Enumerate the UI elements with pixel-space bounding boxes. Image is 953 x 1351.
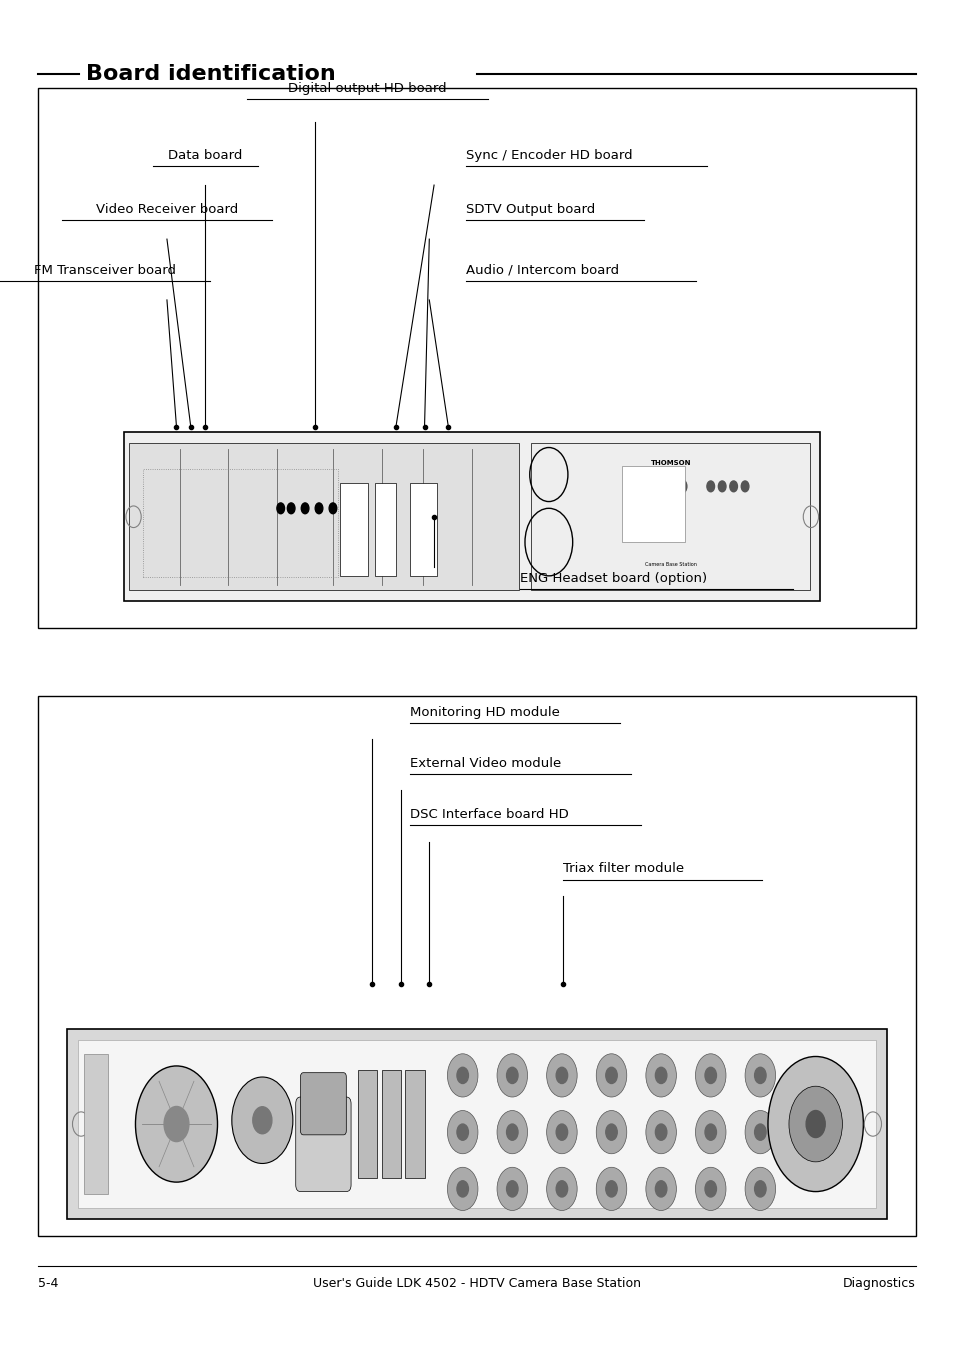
Text: Audio / Intercom board: Audio / Intercom board	[465, 263, 618, 277]
Circle shape	[754, 1181, 765, 1197]
Circle shape	[596, 1111, 626, 1154]
Text: Board identification: Board identification	[86, 65, 335, 84]
Text: Video Receiver board: Video Receiver board	[95, 203, 238, 216]
Circle shape	[546, 1111, 577, 1154]
Circle shape	[655, 1124, 666, 1140]
Text: Triax filter module: Triax filter module	[562, 862, 683, 875]
Text: THOMSON: THOMSON	[650, 459, 690, 466]
Circle shape	[447, 1167, 477, 1210]
Circle shape	[695, 1054, 725, 1097]
Circle shape	[695, 1167, 725, 1210]
Circle shape	[718, 481, 725, 492]
Text: External Video module: External Video module	[410, 757, 561, 770]
Text: 5-4: 5-4	[38, 1277, 58, 1290]
Bar	[409, 482, 436, 576]
Circle shape	[497, 1167, 527, 1210]
Circle shape	[662, 480, 672, 493]
Circle shape	[546, 1167, 577, 1210]
Bar	[357, 1070, 376, 1178]
Circle shape	[596, 1054, 626, 1097]
Text: SDTV Output board: SDTV Output board	[465, 203, 594, 216]
Circle shape	[456, 1067, 468, 1084]
Circle shape	[704, 1067, 716, 1084]
Text: Diagnostics: Diagnostics	[842, 1277, 915, 1290]
Circle shape	[546, 1054, 577, 1097]
Circle shape	[729, 481, 737, 492]
Circle shape	[648, 480, 658, 493]
Circle shape	[744, 1111, 775, 1154]
Circle shape	[645, 1054, 676, 1097]
Circle shape	[556, 1067, 567, 1084]
Circle shape	[447, 1054, 477, 1097]
Bar	[38, 88, 915, 628]
Circle shape	[506, 1067, 517, 1084]
Circle shape	[506, 1181, 517, 1197]
Bar	[375, 482, 395, 576]
Circle shape	[605, 1067, 617, 1084]
Circle shape	[497, 1111, 527, 1154]
Bar	[339, 482, 368, 576]
Circle shape	[253, 1106, 272, 1133]
Bar	[129, 443, 518, 590]
Circle shape	[645, 1111, 676, 1154]
Circle shape	[556, 1124, 567, 1140]
Circle shape	[704, 1124, 716, 1140]
Circle shape	[767, 1056, 862, 1192]
Circle shape	[164, 1106, 189, 1142]
Bar	[381, 1070, 400, 1178]
Circle shape	[706, 481, 714, 492]
Circle shape	[740, 481, 748, 492]
Circle shape	[805, 1111, 824, 1138]
Circle shape	[596, 1167, 626, 1210]
Circle shape	[447, 1111, 477, 1154]
Circle shape	[556, 1181, 567, 1197]
Text: FM Transceiver board: FM Transceiver board	[34, 263, 175, 277]
Text: Monitoring HD module: Monitoring HD module	[410, 705, 559, 719]
Text: Camera Base Station: Camera Base Station	[644, 562, 696, 566]
Bar	[124, 432, 820, 601]
Circle shape	[301, 503, 309, 513]
Text: User's Guide LDK 4502 - HDTV Camera Base Station: User's Guide LDK 4502 - HDTV Camera Base…	[313, 1277, 640, 1290]
Bar	[67, 1029, 886, 1219]
Circle shape	[456, 1124, 468, 1140]
FancyBboxPatch shape	[295, 1097, 351, 1192]
Circle shape	[232, 1077, 293, 1163]
Circle shape	[744, 1167, 775, 1210]
Circle shape	[135, 1066, 217, 1182]
Circle shape	[276, 503, 284, 513]
Circle shape	[314, 503, 322, 513]
Text: ENG Headset board (option): ENG Headset board (option)	[519, 571, 706, 585]
Bar	[78, 1040, 875, 1208]
Circle shape	[605, 1181, 617, 1197]
Circle shape	[754, 1124, 765, 1140]
Circle shape	[677, 480, 686, 493]
Circle shape	[695, 1111, 725, 1154]
Circle shape	[704, 1181, 716, 1197]
Circle shape	[287, 503, 294, 513]
Text: DSC Interface board HD: DSC Interface board HD	[410, 808, 568, 821]
Circle shape	[788, 1086, 841, 1162]
Circle shape	[605, 1124, 617, 1140]
Bar	[143, 469, 337, 577]
Circle shape	[645, 1167, 676, 1210]
Circle shape	[456, 1181, 468, 1197]
Circle shape	[744, 1054, 775, 1097]
Circle shape	[329, 503, 336, 513]
Bar	[84, 1054, 108, 1194]
Text: Digital output HD board: Digital output HD board	[288, 81, 446, 95]
Circle shape	[497, 1054, 527, 1097]
Text: Data board: Data board	[168, 149, 242, 162]
Bar	[405, 1070, 424, 1178]
Circle shape	[754, 1067, 765, 1084]
Circle shape	[655, 1181, 666, 1197]
Bar	[531, 443, 809, 590]
Circle shape	[655, 1067, 666, 1084]
Text: Sync / Encoder HD board: Sync / Encoder HD board	[465, 149, 632, 162]
Circle shape	[506, 1124, 517, 1140]
Bar	[621, 466, 684, 542]
Bar	[38, 696, 915, 1236]
FancyBboxPatch shape	[300, 1073, 346, 1135]
